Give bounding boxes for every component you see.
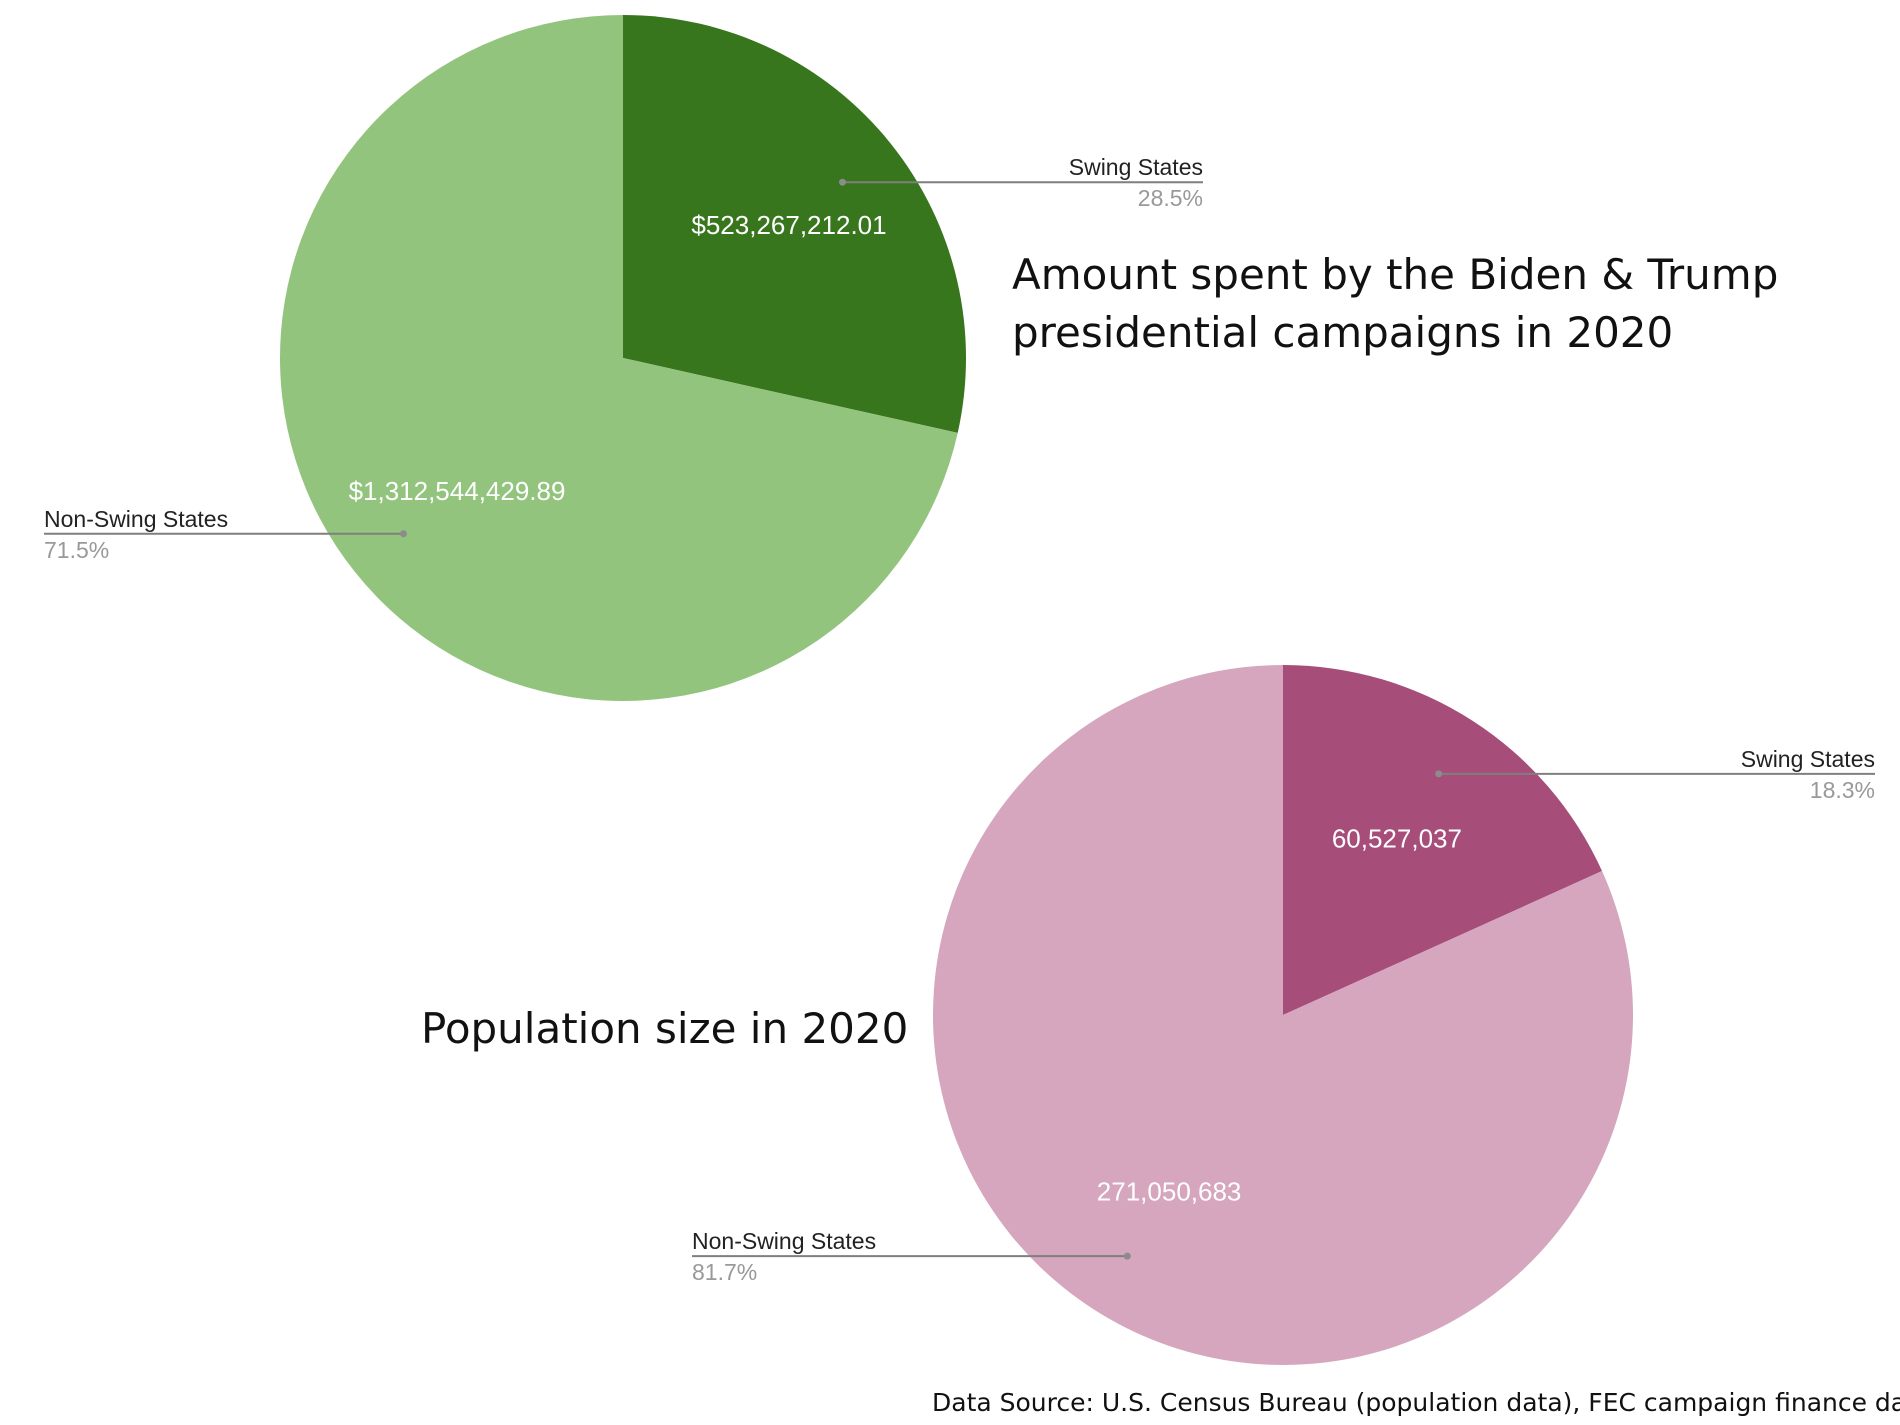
pie-slice-value-label: $523,267,212.01: [691, 210, 886, 240]
pie-slice-value-label: 60,527,037: [1332, 824, 1462, 854]
callout-dot: [1123, 1252, 1131, 1260]
chart-title-line: presidential campaigns in 2020: [1012, 308, 1674, 357]
data-source-note: Data Source: U.S. Census Bureau (populat…: [932, 1388, 1900, 1417]
legend-label: Swing States: [1741, 746, 1875, 772]
percent-label: 18.3%: [1810, 777, 1875, 803]
pie-chart-campaign-spending: $523,267,212.01 Swing States 28.5% $1,312,5…: [44, 15, 1203, 702]
callout-dot: [839, 178, 846, 186]
chart-title-line: Amount spent by the Biden & Trump: [1012, 250, 1779, 299]
legend-label: Non-Swing States: [44, 506, 228, 532]
pie-slice: [932, 665, 1633, 1365]
pie-slice: [623, 15, 966, 433]
percent-label: 71.5%: [44, 537, 109, 563]
pie-slice-value-label: $1,312,544,429.89: [349, 476, 566, 506]
legend-label: Non-Swing States: [692, 1228, 876, 1254]
pie-chart-population: 60,527,037 Swing States 18.3% 271,050,683 No…: [692, 665, 1875, 1365]
pie-slice: [279, 15, 958, 702]
legend-label: Swing States: [1069, 154, 1203, 180]
chart-title-campaign-spending: Amount spent by the Biden & Trump presid…: [1012, 246, 1778, 362]
pie-slice: [1283, 665, 1603, 1015]
callout-dot: [1435, 770, 1443, 778]
callout-dot: [400, 530, 407, 538]
percent-label: 81.7%: [692, 1259, 757, 1285]
percent-label: 28.5%: [1138, 185, 1203, 211]
chart-title-population: Population size in 2020: [421, 1000, 908, 1058]
chart-title-line: Population size in 2020: [421, 1004, 909, 1053]
pie-slice-value-label: 271,050,683: [1097, 1176, 1242, 1206]
